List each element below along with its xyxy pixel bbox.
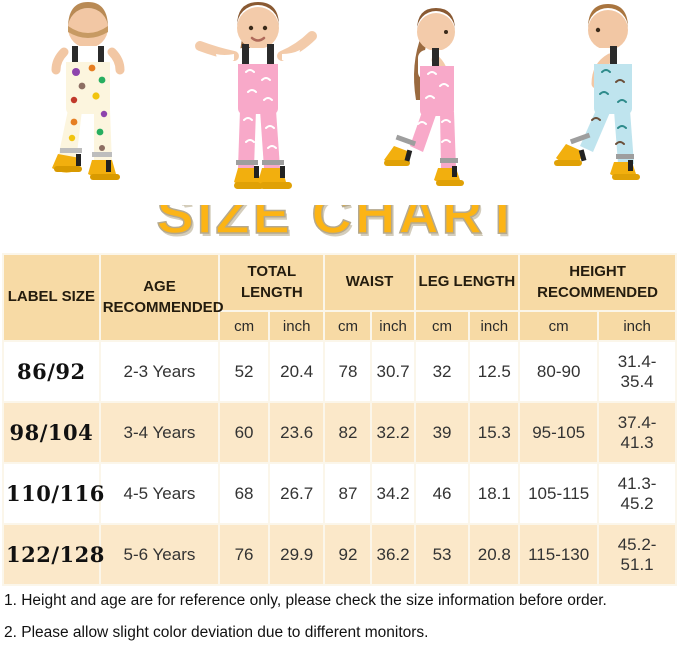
cell-height-inch: 41.3-45.2: [599, 464, 675, 523]
unit-total-inch: inch: [269, 312, 324, 340]
table-header-row: LABEL SIZE AGE RECOMMENDED TOTAL LENGTH …: [4, 255, 675, 340]
cell-waist-cm: 82: [325, 403, 371, 462]
cell-age: 4-5 Years: [100, 464, 219, 523]
cell-height-inch: 31.4-35.4: [599, 342, 675, 401]
footnotes: 1. Height and age are for reference only…: [4, 591, 674, 656]
unit-height-inch: inch: [599, 312, 675, 340]
child-pink-front-illustration: [195, 2, 317, 189]
table-row-86-92: 86/92 2-3 Years 52 20.4 78 30.7 32 12.5 …: [4, 342, 675, 401]
child-pink-side-illustration: [384, 8, 464, 186]
cell-leg-cm: 46: [415, 464, 469, 523]
cell-waist-cm: 92: [325, 525, 371, 584]
photo-child-pink-front: [188, 0, 328, 202]
unit-total-cm: cm: [220, 312, 268, 340]
unit-waist-cm: cm: [325, 312, 371, 340]
cell-age: 2-3 Years: [100, 342, 219, 401]
cream-pattern-dots: [68, 64, 108, 151]
cell-total-cm: 60: [220, 403, 268, 462]
cell-height-inch: 37.4-41.3: [599, 403, 675, 462]
cell-waist-inch: 30.7: [372, 342, 414, 401]
cell-leg-cm: 32: [415, 342, 469, 401]
child-blue-side-illustration: [554, 4, 640, 180]
size-table: LABEL SIZE AGE RECOMMENDED TOTAL LENGTH …: [2, 253, 677, 586]
col-header-leg-length: LEG LENGTH: [415, 255, 519, 310]
cell-height-cm: 115-130: [520, 525, 598, 584]
cell-height-inch: 45.2-51.1: [599, 525, 675, 584]
cell-label-size: 110/116: [4, 464, 104, 523]
footnote-2: 2. Please allow slight color deviation d…: [4, 624, 429, 642]
cell-waist-inch: 32.2: [372, 403, 414, 462]
product-photo-band: [0, 0, 679, 205]
cell-leg-cm: 39: [415, 403, 469, 462]
cell-label-size: 98/104: [4, 403, 99, 462]
cell-leg-inch: 20.8: [470, 525, 519, 584]
cell-waist-inch: 36.2: [372, 525, 414, 584]
cell-age: 5-6 Years: [100, 525, 219, 584]
col-header-waist: WAIST: [325, 255, 414, 310]
pink-pattern-doodles: [417, 71, 451, 143]
cell-height-cm: 95-105: [520, 403, 598, 462]
table-row-110-116: 110/116 4-5 Years 68 26.7 87 34.2 46 18.…: [4, 464, 675, 523]
col-header-label-size: LABEL SIZE: [4, 255, 99, 340]
cell-total-cm: 76: [220, 525, 268, 584]
unit-leg-inch: inch: [470, 312, 519, 340]
unit-height-cm: cm: [520, 312, 598, 340]
photo-child-blue-side: [552, 4, 660, 196]
table-row-122-128: 122/128 5-6 Years 76 29.9 92 36.2 53 20.…: [4, 525, 675, 584]
cell-total-inch: 23.6: [269, 403, 324, 462]
footnote-1: 1. Height and age are for reference only…: [4, 592, 607, 609]
cell-leg-inch: 12.5: [470, 342, 519, 401]
blue-pattern-marks: [591, 69, 627, 145]
cell-waist-inch: 34.2: [372, 464, 414, 523]
photo-child-cream-back: [34, 2, 134, 198]
cell-height-cm: 105-115: [520, 464, 598, 523]
cell-total-cm: 68: [220, 464, 268, 523]
table-unit-row: cm inch cm inch cm inch cm inch: [4, 312, 675, 340]
cell-height-cm: 80-90: [520, 342, 598, 401]
col-header-height: HEIGHT RECOMMENDED: [520, 255, 675, 310]
cell-waist-cm: 87: [325, 464, 371, 523]
cell-waist-cm: 78: [325, 342, 371, 401]
table-row-98-104: 98/104 3-4 Years 60 23.6 82 32.2 39 15.3…: [4, 403, 675, 462]
cell-label-size: 122/128: [4, 525, 104, 584]
col-header-total-length: TOTAL LENGTH: [220, 255, 324, 310]
cell-total-cm: 52: [220, 342, 268, 401]
child-cream-illustration: [51, 2, 125, 180]
cell-leg-cm: 53: [415, 525, 469, 584]
cell-label-size: 86/92: [4, 342, 99, 401]
col-header-age: AGE RECOMMENDED: [100, 255, 224, 340]
cell-age: 3-4 Years: [100, 403, 219, 462]
photo-child-pink-side: [384, 6, 476, 202]
cell-total-inch: 20.4: [269, 342, 324, 401]
cell-total-inch: 29.9: [269, 525, 324, 584]
unit-waist-inch: inch: [372, 312, 414, 340]
cell-total-inch: 26.7: [269, 464, 324, 523]
pink-pattern-doodles: [243, 69, 277, 149]
unit-leg-cm: cm: [415, 312, 469, 340]
cell-leg-inch: 15.3: [470, 403, 519, 462]
cell-leg-inch: 18.1: [470, 464, 519, 523]
